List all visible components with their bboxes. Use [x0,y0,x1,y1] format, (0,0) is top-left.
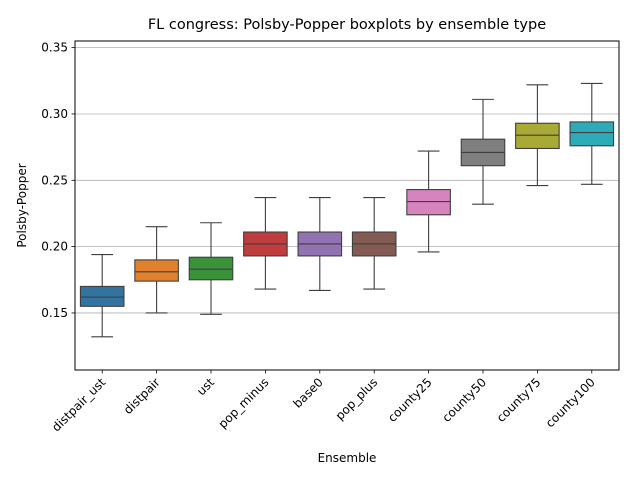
box-group [243,196,288,290]
y-axis-label: Polsby-Popper [15,163,29,247]
plot-frame [74,40,620,371]
y-tick-label: 0.35 [41,41,68,55]
box-group [406,150,451,253]
box-group [188,222,234,315]
box-group [460,98,506,205]
y-tick-label: 0.30 [41,107,68,121]
y-axis: 0.15 0.20 0.25 0.30 0.35 [41,41,75,320]
box [188,256,234,281]
x-axis-label: Ensemble [318,451,377,465]
box-group [515,84,560,187]
y-tick-label: 0.25 [41,173,68,187]
box [79,285,125,307]
y-tick-label: 0.20 [41,240,68,254]
box-group [351,196,397,290]
y-tick-label: 0.15 [41,306,68,320]
box-group [79,254,125,338]
box-group [297,196,343,291]
chart-title: FL congress: Polsby-Popper boxplots by e… [148,17,546,33]
box-group [569,82,615,185]
box [569,121,615,147]
box [134,259,179,282]
box-group [134,226,179,314]
box [406,189,451,216]
box-layer [79,82,615,338]
box [515,122,560,150]
